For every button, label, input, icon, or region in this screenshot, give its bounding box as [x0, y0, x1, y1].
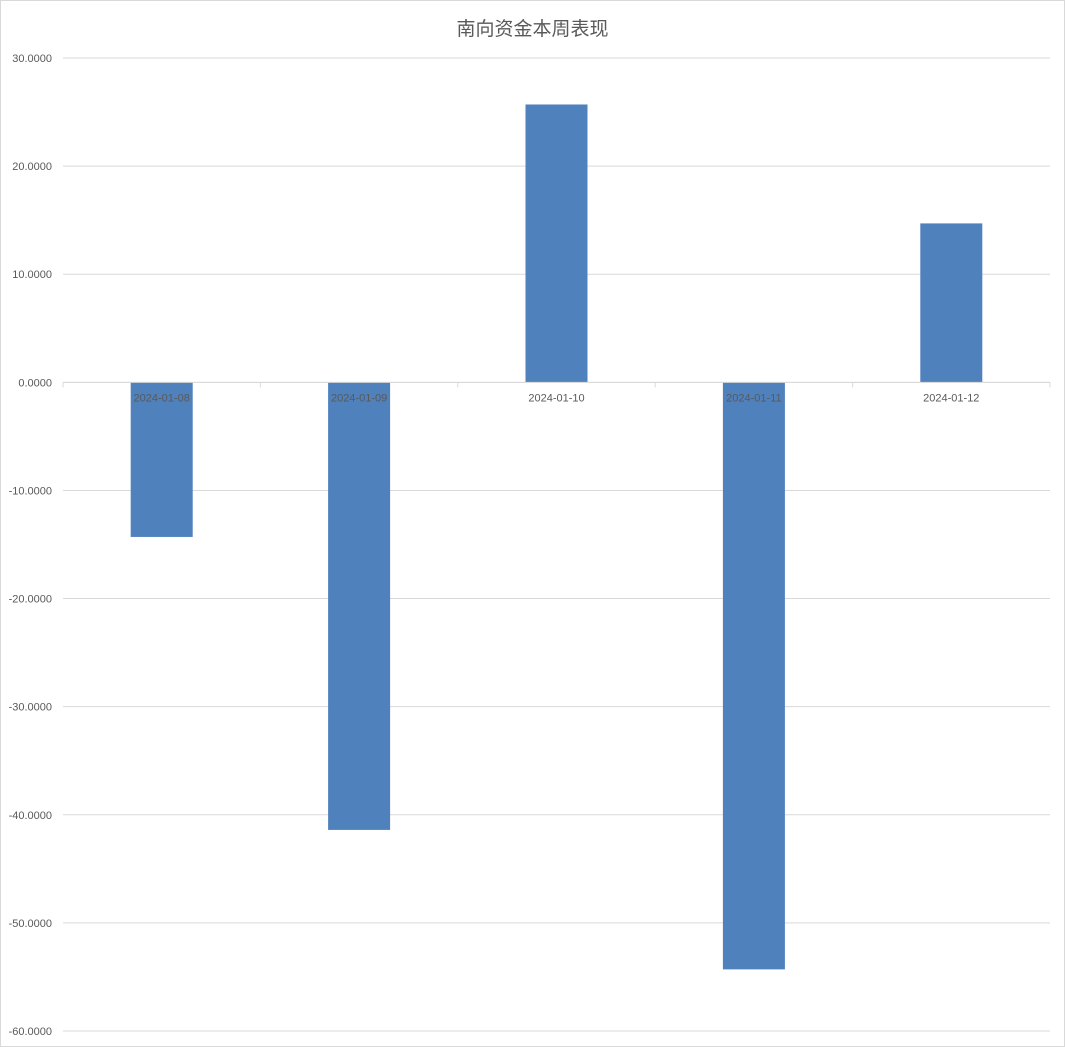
x-tick-label: 2024-01-08	[134, 392, 190, 404]
y-tick-label: 10.0000	[12, 269, 52, 281]
y-tick-label: 0.0000	[18, 377, 52, 389]
y-tick-label: 30.0000	[12, 53, 52, 65]
x-tick-label: 2024-01-09	[331, 392, 387, 404]
y-tick-label: -10.0000	[9, 485, 52, 497]
y-tick-label: -20.0000	[9, 594, 52, 606]
chart-title: 南向资金本周表现	[456, 18, 609, 40]
bar	[920, 223, 983, 383]
y-tick-label: -30.0000	[9, 702, 52, 714]
x-tick-label: 2024-01-10	[528, 392, 584, 404]
y-tick-label: 20.0000	[12, 161, 52, 173]
bar	[525, 104, 588, 383]
bar	[130, 382, 193, 537]
y-tick-label: -40.0000	[9, 810, 52, 822]
x-tick-label: 2024-01-12	[923, 392, 979, 404]
y-tick-label: -50.0000	[9, 918, 52, 930]
bar	[328, 382, 391, 830]
y-tick-label: -60.0000	[9, 1026, 52, 1038]
bar	[722, 382, 785, 970]
x-tick-label: 2024-01-11	[726, 392, 781, 404]
